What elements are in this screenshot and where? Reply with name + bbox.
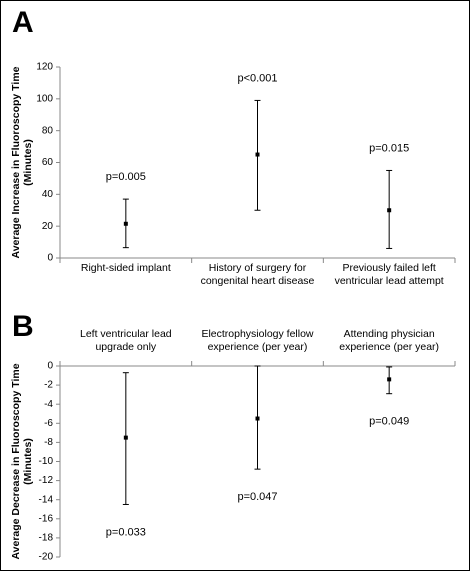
x-tick-label: Attending physician experience (per year…: [339, 328, 440, 353]
y-tick-label: 100: [36, 93, 53, 104]
p-value: p=0.033: [106, 526, 146, 538]
point: [387, 208, 392, 213]
p-value: p<0.001: [237, 72, 277, 84]
y-tick-label: -14: [39, 494, 54, 505]
p-value: p=0.047: [237, 491, 277, 503]
y-axis-label: Average Decrease in Fluoroscopy Time: [10, 363, 22, 559]
x-tick-label: Left ventricular lead upgrade only: [80, 328, 172, 353]
y-tick-label: -2: [44, 380, 53, 391]
x-label-box: Electrophysiology fellow experience (per…: [201, 328, 314, 353]
y-tick-label: -18: [39, 533, 54, 544]
point: [387, 377, 392, 382]
point: [255, 416, 260, 421]
y-tick-label: 0: [47, 253, 53, 264]
y-tick-label: -4: [44, 399, 53, 410]
y-tick-label: -16: [39, 513, 54, 524]
x-tick-label: Previously failed left ventricular lead …: [334, 262, 444, 287]
y-tick-label: -20: [39, 552, 54, 563]
y-tick-label: 120: [36, 62, 53, 73]
y-tick-label: 60: [42, 157, 54, 168]
p-value: p=0.015: [369, 142, 409, 154]
y-tick-label: -8: [44, 437, 53, 448]
point: [123, 221, 128, 226]
y-axis-label: (Minutes): [22, 438, 34, 485]
y-tick-label: 20: [42, 221, 54, 232]
x-label-box: History of surgery for congenital heart …: [200, 262, 315, 287]
x-tick-label: History of surgery for congenital heart …: [200, 262, 315, 287]
x-label-box: Left ventricular lead upgrade only: [80, 328, 172, 353]
y-axis-label: (Minutes): [22, 139, 34, 186]
y-tick-label: -6: [44, 418, 53, 429]
y-axis-label: Average Increase in Fluoroscopy Time: [10, 66, 22, 258]
panel-title: A: [12, 6, 34, 39]
panel-title: B: [12, 310, 34, 343]
point: [255, 152, 260, 157]
point: [123, 435, 128, 440]
y-tick-label: 0: [47, 361, 53, 372]
x-tick-label: Electrophysiology fellow experience (per…: [201, 328, 314, 353]
x-label-box: Right-sided implant: [80, 262, 171, 274]
y-tick-label: -12: [39, 475, 54, 486]
p-value: p=0.005: [106, 171, 146, 183]
y-tick-label: -10: [39, 456, 54, 467]
x-label-box: Attending physician experience (per year…: [339, 328, 440, 353]
y-tick-label: 40: [42, 189, 54, 200]
y-tick-label: 80: [42, 125, 54, 136]
x-label-box: Previously failed left ventricular lead …: [334, 262, 444, 287]
p-value: p=0.049: [369, 416, 409, 428]
x-tick-label: Right-sided implant: [80, 262, 171, 274]
